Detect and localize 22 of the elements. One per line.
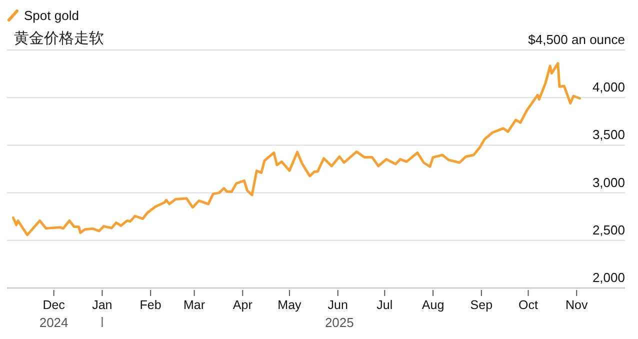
x-tick-label: Jul [376,298,393,312]
x-tick-label: Jan [92,298,112,312]
x-tick-label: May [278,298,302,312]
y-tick-label: $4,500 an ounce [528,32,625,47]
legend-label: Spot gold [24,8,79,23]
y-tick-label: 2,000 [592,270,625,285]
x-tick-label: Dec [42,298,65,312]
text: 2025 [324,315,354,330]
x-tick-label: Sep [470,298,493,312]
x-tick-label: Aug [422,298,444,312]
x-tick-label: Nov [566,298,588,312]
y-tick-label: 3,000 [592,174,625,190]
chart-title: 黄金价格走软 [14,30,104,47]
x-tick-label: Feb [140,298,162,312]
text: 2024 [39,315,68,330]
y-tick-label: 2,500 [592,222,625,238]
y-tick-label: 4,000 [592,80,625,95]
x-tick-label: Apr [232,298,252,312]
y-tick-label: 3,500 [592,127,625,142]
x-tick-label: Mar [184,298,206,312]
x-tick-label: Oct [518,298,538,312]
x-tick-label: Jun [328,298,348,312]
